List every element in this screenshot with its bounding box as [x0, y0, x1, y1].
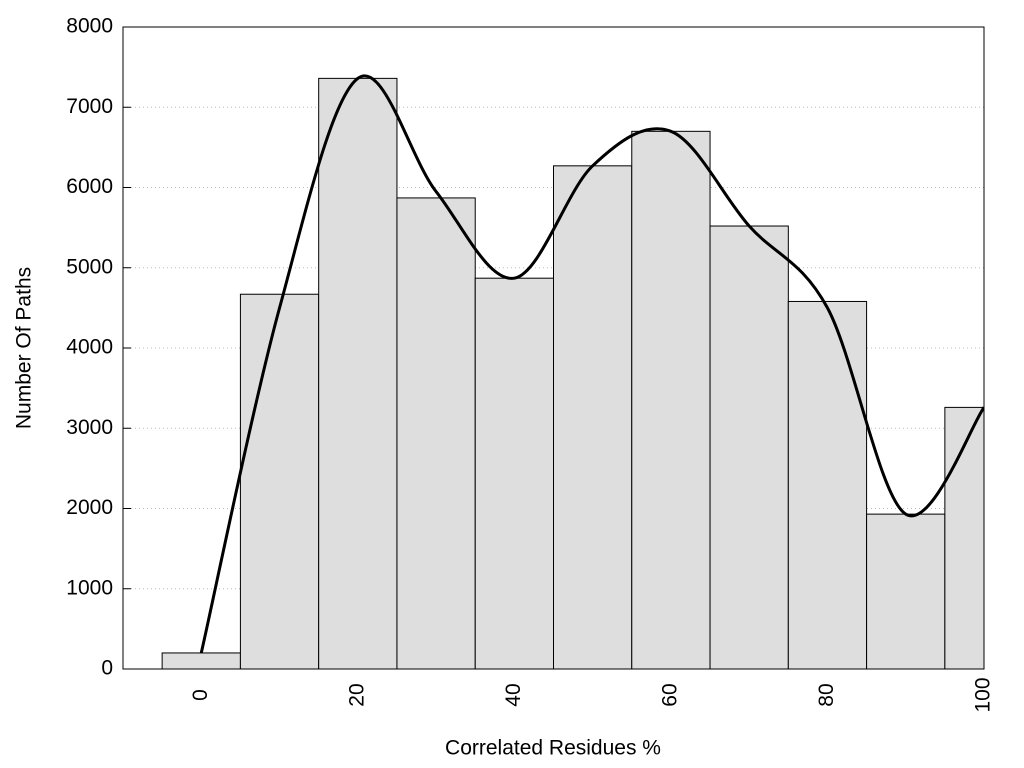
y-tick-label: 7000 — [66, 95, 113, 118]
x-axis-label: Correlated Residues % — [445, 737, 661, 760]
x-tick-label: 80 — [815, 683, 838, 706]
plot-area — [161, 74, 984, 669]
bar — [709, 225, 789, 669]
y-tick-label: 8000 — [66, 15, 113, 38]
bar — [866, 513, 946, 669]
y-tick-label: 5000 — [66, 255, 113, 278]
bar — [318, 77, 398, 669]
y-tick-label: 2000 — [66, 496, 113, 519]
plot-frame — [122, 26, 985, 670]
bar — [631, 130, 711, 669]
bar — [239, 293, 320, 669]
y-tick-label: 1000 — [66, 576, 113, 599]
bar — [944, 406, 984, 669]
y-tick-label: 6000 — [66, 175, 113, 198]
bar — [161, 652, 241, 669]
bar — [396, 197, 476, 669]
x-tick-label: 0 — [189, 689, 212, 701]
x-tick-label: 100 — [972, 677, 995, 712]
y-tick-label: 4000 — [66, 336, 113, 359]
bar — [553, 165, 633, 669]
density-curve — [199, 74, 984, 654]
bar — [474, 277, 554, 669]
y-tick-label: 3000 — [66, 416, 113, 439]
bar — [787, 300, 868, 669]
y-tick-label: 0 — [101, 657, 113, 680]
x-tick-label: 20 — [345, 683, 368, 706]
y-axis-label: Number Of Paths — [13, 267, 36, 429]
x-tick-label: 60 — [658, 683, 681, 706]
x-tick-label: 40 — [502, 683, 525, 706]
